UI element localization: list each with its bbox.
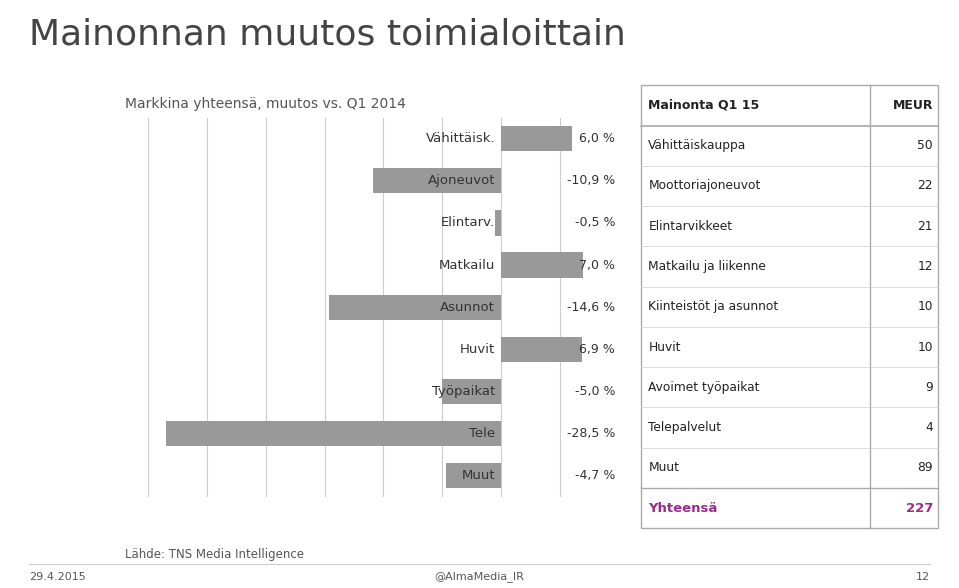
- Text: Moottoriajoneuvot: Moottoriajoneuvot: [648, 179, 760, 192]
- Text: Asunnot: Asunnot: [440, 300, 495, 314]
- Bar: [166, 421, 501, 446]
- Text: Muut: Muut: [648, 462, 679, 475]
- Bar: [329, 295, 501, 320]
- Text: 6,0 %: 6,0 %: [579, 132, 615, 145]
- Text: AL: AL: [36, 553, 52, 563]
- Text: 4: 4: [925, 421, 933, 434]
- Text: 9: 9: [925, 381, 933, 394]
- Text: Mainonnan muutos toimialoittain: Mainonnan muutos toimialoittain: [29, 18, 625, 52]
- Text: Kiinteistöt ja asunnot: Kiinteistöt ja asunnot: [648, 300, 779, 313]
- Text: 12: 12: [918, 260, 933, 273]
- Bar: [373, 168, 501, 193]
- Text: 10: 10: [918, 340, 933, 353]
- Text: -28,5 %: -28,5 %: [567, 427, 615, 440]
- Text: MEUR: MEUR: [893, 99, 933, 112]
- Text: -10,9 %: -10,9 %: [567, 174, 615, 188]
- Text: 6,9 %: 6,9 %: [579, 343, 615, 356]
- Text: Elintarv.: Elintarv.: [441, 216, 495, 229]
- Text: Telepalvelut: Telepalvelut: [648, 421, 721, 434]
- Text: 12: 12: [916, 572, 930, 582]
- Text: 21: 21: [918, 220, 933, 233]
- Text: 50: 50: [918, 139, 933, 152]
- Text: @AlmaMedia_IR: @AlmaMedia_IR: [434, 572, 525, 583]
- Text: Ajoneuvot: Ajoneuvot: [428, 174, 495, 188]
- Bar: [501, 252, 583, 278]
- Text: Vähittäisk.: Vähittäisk.: [426, 132, 495, 145]
- Bar: [501, 126, 572, 151]
- Bar: [446, 463, 501, 489]
- Text: 7,0 %: 7,0 %: [579, 259, 615, 272]
- Text: Lähde: TNS Media Intelligence: Lähde: TNS Media Intelligence: [125, 548, 304, 561]
- Bar: [442, 379, 501, 404]
- Text: -4,7 %: -4,7 %: [574, 469, 615, 482]
- Text: Yhteensä: Yhteensä: [648, 502, 717, 514]
- Text: Muut: Muut: [461, 469, 495, 482]
- Text: Huvit: Huvit: [459, 343, 495, 356]
- Text: Avoimet työpaikat: Avoimet työpaikat: [648, 381, 760, 394]
- Text: Huvit: Huvit: [648, 340, 681, 353]
- Text: 22: 22: [918, 179, 933, 192]
- Text: Vähittäiskauppa: Vähittäiskauppa: [648, 139, 746, 152]
- Text: -0,5 %: -0,5 %: [574, 216, 615, 229]
- Text: 29.4.2015: 29.4.2015: [29, 572, 85, 582]
- Text: Markkina yhteensä, muutos vs. Q1 2014: Markkina yhteensä, muutos vs. Q1 2014: [125, 97, 406, 111]
- Bar: [501, 337, 582, 362]
- Text: 89: 89: [918, 462, 933, 475]
- Text: 10: 10: [918, 300, 933, 313]
- Text: -14,6 %: -14,6 %: [567, 300, 615, 314]
- Text: Yhteensä -2,8%: Yhteensä -2,8%: [305, 509, 438, 524]
- Text: Tele: Tele: [469, 427, 495, 440]
- Text: Matkailu ja liikenne: Matkailu ja liikenne: [648, 260, 766, 273]
- Text: Elintarvikkeet: Elintarvikkeet: [648, 220, 733, 233]
- Bar: [495, 211, 501, 236]
- Text: Matkailu: Matkailu: [438, 259, 495, 272]
- Text: 227: 227: [905, 502, 933, 514]
- Text: MA: MA: [36, 569, 55, 579]
- Text: -5,0 %: -5,0 %: [574, 385, 615, 398]
- Text: Työpaikat: Työpaikat: [432, 385, 495, 398]
- Text: Mainonta Q1 15: Mainonta Q1 15: [648, 99, 760, 112]
